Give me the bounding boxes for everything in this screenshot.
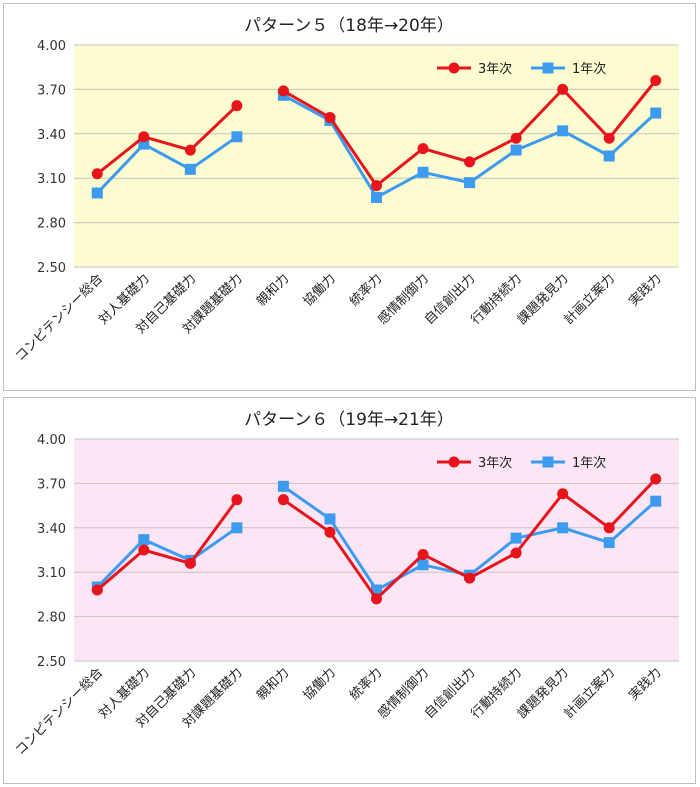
data-point <box>277 480 289 492</box>
x-category-label: 実践力 <box>626 665 665 704</box>
data-point <box>91 187 103 199</box>
data-point <box>138 534 150 546</box>
x-category-label: 親和力 <box>254 271 292 309</box>
chart-title: パターン６（19年→21年） <box>244 410 454 430</box>
line-chart-pattern6: パターン６（19年→21年） 4.00 3.70 3.40 3.10 2.80 2.50コン… <box>13 410 679 759</box>
data-point <box>91 584 103 596</box>
legend-marker <box>542 456 554 468</box>
y-tick-label: 4.00 <box>37 39 66 54</box>
data-point <box>184 163 196 175</box>
data-point <box>603 522 615 534</box>
data-point <box>603 132 615 144</box>
y-tick-label: 3.70 <box>37 83 66 98</box>
x-category-label: コンピテンシー総合 <box>13 665 106 758</box>
data-point <box>557 125 569 137</box>
plot-area <box>74 439 679 661</box>
x-category-label: 実践力 <box>626 271 665 310</box>
data-point <box>231 100 243 112</box>
data-point <box>184 557 196 569</box>
plot-area <box>74 45 679 267</box>
y-tick-label: 4.00 <box>37 433 66 448</box>
data-point <box>371 180 382 192</box>
legend-label: 1年次 <box>572 61 606 77</box>
chart-panel-pattern5: パターン５（18年→20年） 4.00 3.70 3.40 3.10 2.80 2.50 コン… <box>3 3 696 391</box>
x-category-label: 協働力 <box>301 271 339 309</box>
y-tick-label: 2.50 <box>37 261 66 276</box>
data-point <box>184 144 196 156</box>
legend-marker <box>448 62 460 74</box>
x-category-label: 親和力 <box>254 665 292 703</box>
series-line <box>96 526 238 589</box>
x-category-label: 計画立案力 <box>561 665 618 722</box>
y-tick-label: 3.70 <box>37 477 66 492</box>
data-point <box>650 75 662 87</box>
y-tick-label: 2.80 <box>37 217 66 232</box>
data-point <box>324 513 336 525</box>
series-line <box>96 135 238 195</box>
x-category-label: 計画立案力 <box>561 271 618 328</box>
data-point <box>231 522 243 534</box>
x-category-label: 協働力 <box>301 665 339 703</box>
legend-marker <box>448 456 460 468</box>
data-point <box>324 112 336 124</box>
data-point <box>417 143 429 155</box>
data-point <box>91 168 103 180</box>
data-point <box>464 156 476 168</box>
y-tick-label: 2.50 <box>37 655 66 670</box>
data-point <box>231 131 243 143</box>
data-point <box>510 132 522 144</box>
data-point <box>324 526 336 538</box>
data-point <box>464 177 476 189</box>
line-chart-pattern5: パターン５（18年→20年） 4.00 3.70 3.40 3.10 2.80 2.50コン… <box>13 16 679 365</box>
y-tick-label: 3.40 <box>37 522 66 537</box>
data-point <box>464 572 476 584</box>
data-point <box>650 495 662 507</box>
x-category-label: 統率力 <box>346 665 385 704</box>
data-point <box>417 166 429 178</box>
legend-label: 3年次 <box>478 455 512 471</box>
data-point <box>557 522 569 534</box>
series-line <box>96 498 239 592</box>
data-point <box>371 191 382 203</box>
data-point <box>557 488 569 500</box>
data-point <box>603 150 615 162</box>
y-tick-label: 3.10 <box>37 172 66 187</box>
data-point <box>371 584 382 596</box>
data-point <box>650 473 662 485</box>
legend-marker <box>542 62 554 74</box>
data-point <box>510 532 522 544</box>
data-point <box>138 131 150 143</box>
y-tick-label: 3.10 <box>37 566 66 581</box>
data-point <box>417 559 429 571</box>
data-point <box>510 144 522 156</box>
data-point <box>417 548 429 560</box>
data-point <box>650 107 662 119</box>
legend-label: 3年次 <box>478 61 512 77</box>
data-point <box>231 494 243 506</box>
x-category-label: コンピテンシー総合 <box>13 271 106 364</box>
data-point <box>510 547 522 559</box>
data-point <box>277 494 289 506</box>
legend-label: 1年次 <box>572 455 606 471</box>
data-point <box>557 83 569 95</box>
chart-panel-pattern6: パターン６（19年→21年） 4.00 3.70 3.40 3.10 2.80 2.50 コン… <box>3 397 696 784</box>
x-category-label: 統率力 <box>346 271 385 310</box>
series-line <box>96 104 238 175</box>
y-tick-label: 2.80 <box>37 611 66 626</box>
chart-title: パターン５（18年→20年） <box>244 16 454 36</box>
data-point <box>138 544 150 556</box>
data-point <box>371 593 382 605</box>
data-point <box>603 537 615 549</box>
y-tick-label: 3.40 <box>37 128 66 143</box>
data-point <box>138 138 150 150</box>
data-point <box>277 85 289 97</box>
